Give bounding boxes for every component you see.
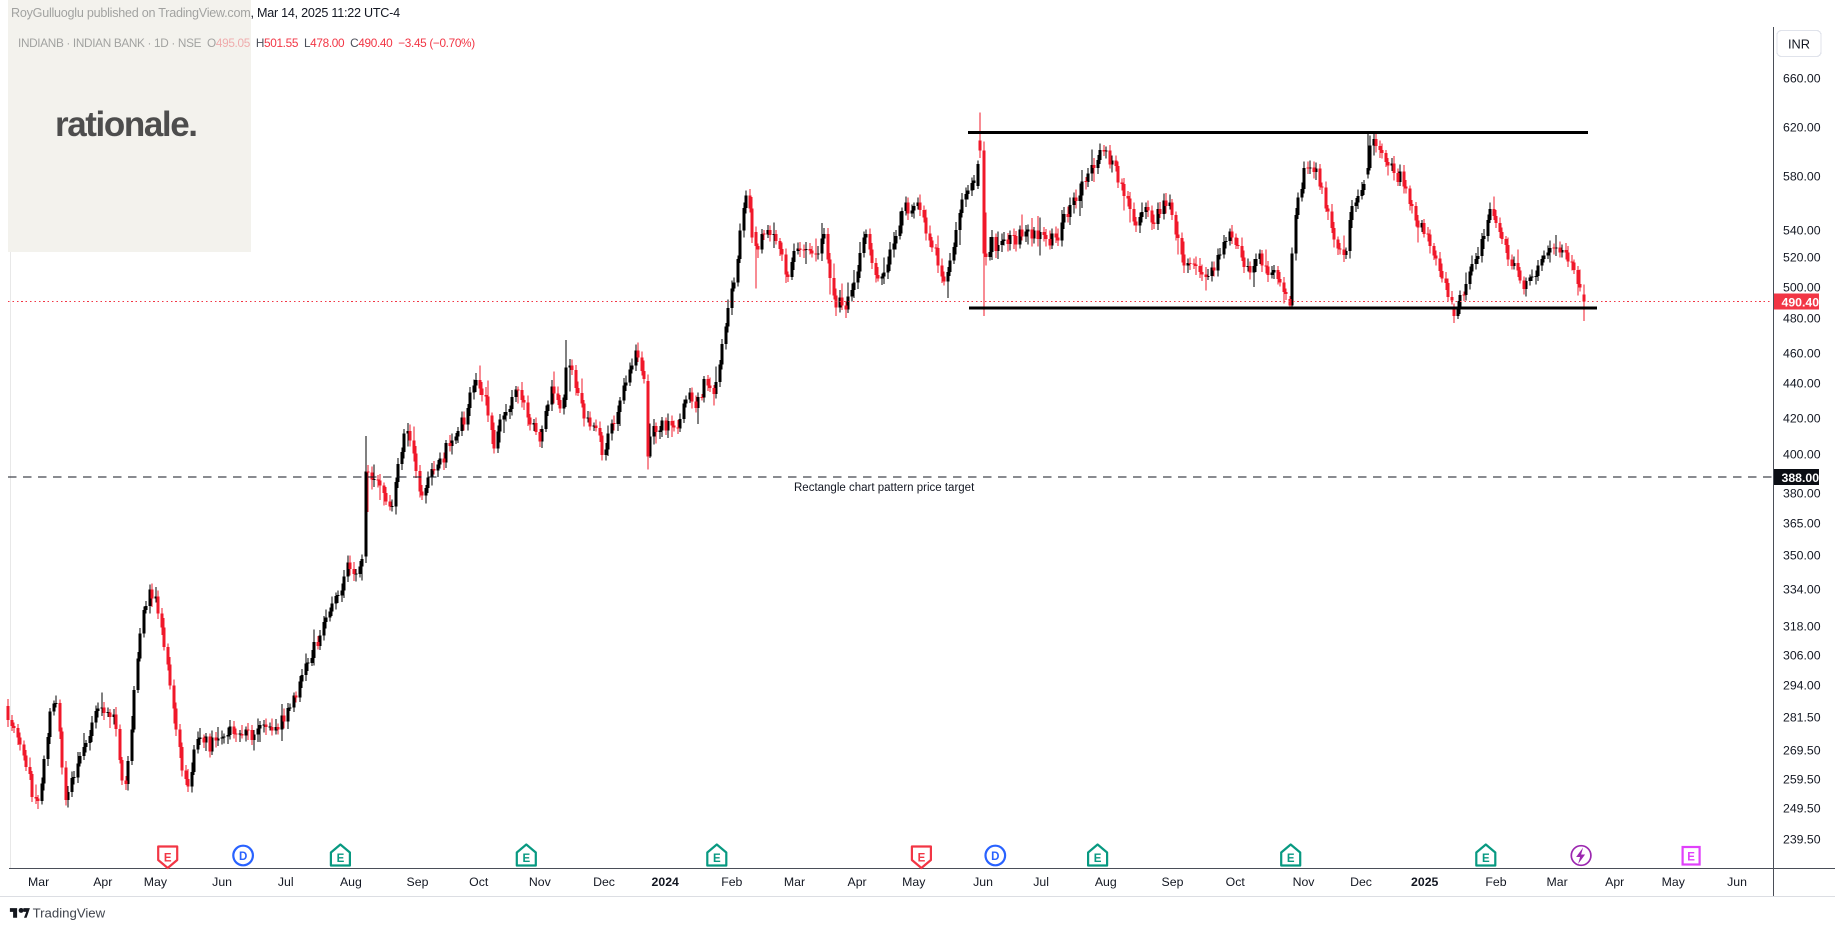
- svg-text:259.50: 259.50: [1783, 772, 1821, 786]
- svg-text:420.00: 420.00: [1783, 411, 1821, 425]
- svg-text:May: May: [902, 875, 926, 889]
- svg-text:Dec: Dec: [593, 875, 615, 889]
- svg-text:E: E: [522, 853, 530, 865]
- svg-text:365.00: 365.00: [1783, 516, 1821, 530]
- svg-text:350.00: 350.00: [1783, 548, 1821, 562]
- svg-text:Mar: Mar: [1547, 875, 1568, 889]
- svg-text:Jun: Jun: [973, 875, 993, 889]
- svg-text:620.00: 620.00: [1783, 120, 1821, 134]
- svg-text:TradingView: TradingView: [33, 906, 106, 921]
- svg-text:580.00: 580.00: [1783, 169, 1821, 183]
- svg-text:Mar: Mar: [28, 875, 49, 889]
- svg-text:500.00: 500.00: [1783, 280, 1821, 294]
- svg-text:239.50: 239.50: [1783, 832, 1821, 846]
- svg-text:May: May: [144, 875, 168, 889]
- svg-text:334.00: 334.00: [1783, 582, 1821, 596]
- svg-text:D: D: [991, 851, 999, 863]
- svg-text:E: E: [918, 853, 926, 865]
- svg-text:480.00: 480.00: [1783, 311, 1821, 325]
- svg-text:Sep: Sep: [1162, 875, 1184, 889]
- svg-text:490.40: 490.40: [1782, 295, 1820, 309]
- svg-text:E: E: [1094, 853, 1102, 865]
- svg-text:269.50: 269.50: [1783, 743, 1821, 757]
- svg-text:318.00: 318.00: [1783, 619, 1821, 633]
- svg-text:Nov: Nov: [1293, 875, 1316, 889]
- svg-text:E: E: [337, 853, 345, 865]
- svg-text:Nov: Nov: [529, 875, 552, 889]
- svg-text:400.00: 400.00: [1783, 447, 1821, 461]
- svg-text:294.00: 294.00: [1783, 678, 1821, 692]
- svg-text:Aug: Aug: [340, 875, 362, 889]
- svg-text:Mar: Mar: [784, 875, 805, 889]
- svg-text:Jul: Jul: [278, 875, 294, 889]
- svg-text:306.00: 306.00: [1783, 648, 1821, 662]
- svg-text:380.00: 380.00: [1783, 486, 1821, 500]
- svg-text:May: May: [1662, 875, 1686, 889]
- svg-text:Oct: Oct: [469, 875, 489, 889]
- svg-text:Feb: Feb: [721, 875, 742, 889]
- svg-text:INR: INR: [1788, 36, 1810, 51]
- svg-text:540.00: 540.00: [1783, 223, 1821, 237]
- svg-text:Dec: Dec: [1350, 875, 1372, 889]
- svg-text:460.00: 460.00: [1783, 346, 1821, 360]
- svg-text:D: D: [239, 851, 247, 863]
- svg-text:E: E: [1287, 853, 1295, 865]
- svg-text:E: E: [1482, 853, 1490, 865]
- svg-text:388.00: 388.00: [1782, 471, 1820, 485]
- svg-text:440.00: 440.00: [1783, 376, 1821, 390]
- svg-text:Oct: Oct: [1226, 875, 1246, 889]
- svg-text:Aug: Aug: [1095, 875, 1117, 889]
- svg-text:520.00: 520.00: [1783, 250, 1821, 264]
- svg-text:E: E: [1687, 851, 1695, 863]
- svg-text:Sep: Sep: [407, 875, 429, 889]
- svg-text:Jun: Jun: [1727, 875, 1747, 889]
- svg-text:E: E: [713, 853, 721, 865]
- svg-text:E: E: [164, 853, 172, 865]
- svg-text:Rectangle chart pattern price: Rectangle chart pattern price target: [794, 482, 975, 494]
- svg-text:249.50: 249.50: [1783, 801, 1821, 815]
- svg-text:Apr: Apr: [848, 875, 867, 889]
- svg-text:Jul: Jul: [1033, 875, 1049, 889]
- svg-text:Jun: Jun: [212, 875, 232, 889]
- svg-text:281.50: 281.50: [1783, 710, 1821, 724]
- svg-text:2025: 2025: [1411, 875, 1439, 889]
- svg-text:Apr: Apr: [93, 875, 112, 889]
- svg-text:660.00: 660.00: [1783, 71, 1821, 85]
- svg-text:Feb: Feb: [1485, 875, 1506, 889]
- svg-text:Apr: Apr: [1605, 875, 1624, 889]
- svg-text:2024: 2024: [652, 875, 680, 889]
